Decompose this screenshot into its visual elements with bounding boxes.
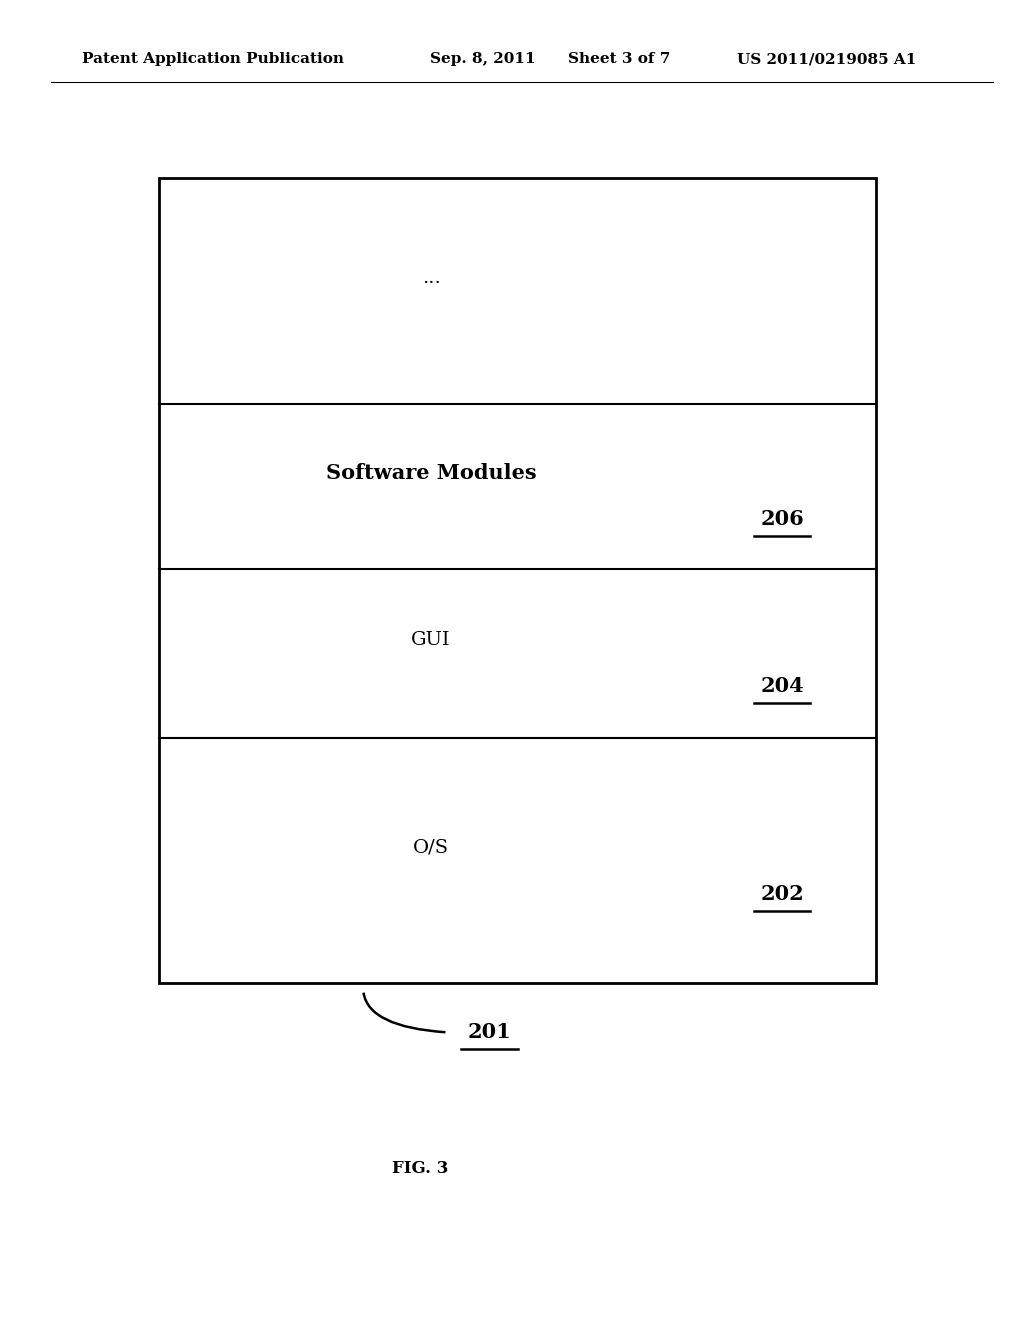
Text: Sep. 8, 2011: Sep. 8, 2011 (430, 53, 536, 66)
Text: 204: 204 (761, 676, 804, 696)
Text: ...: ... (422, 269, 440, 286)
Text: FIG. 3: FIG. 3 (391, 1160, 449, 1176)
Text: 201: 201 (468, 1022, 511, 1043)
Text: GUI: GUI (412, 631, 451, 649)
Bar (159, 178, 876, 983)
Text: Patent Application Publication: Patent Application Publication (82, 53, 344, 66)
Text: O/S: O/S (413, 838, 450, 857)
Text: Sheet 3 of 7: Sheet 3 of 7 (568, 53, 671, 66)
Text: 206: 206 (761, 510, 804, 529)
Text: Software Modules: Software Modules (326, 463, 537, 483)
Text: US 2011/0219085 A1: US 2011/0219085 A1 (737, 53, 916, 66)
Text: 202: 202 (761, 883, 804, 904)
